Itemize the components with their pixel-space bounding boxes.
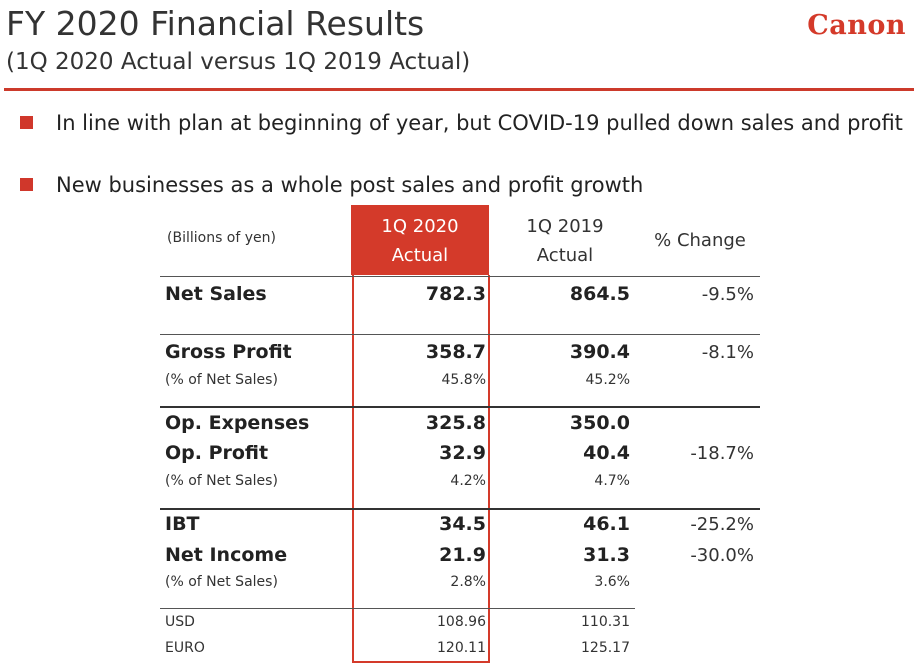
cell-euro-2020: 120.11 [437, 640, 486, 656]
column-header-1q2020: 1Q 2020 Actual [351, 212, 489, 270]
cell-gross-profit-2019: 390.4 [569, 341, 630, 363]
cell-op-expenses-2019: 350.0 [569, 412, 630, 434]
cell-euro-2019: 125.17 [581, 640, 630, 656]
table-divider [160, 508, 760, 510]
cell-net-income-change: -30.0% [690, 545, 754, 566]
row-label-net-sales: Net Sales [165, 283, 267, 305]
column-header-change: % Change [654, 230, 746, 251]
row-label-net-income: Net Income [165, 544, 288, 566]
row-label-gp-pct: (% of Net Sales) [165, 372, 278, 388]
row-label-op-expenses: Op. Expenses [165, 412, 310, 434]
bullet-square-icon [20, 116, 33, 129]
canon-logo: Canon [807, 10, 906, 41]
cell-net-income-2019: 31.3 [583, 544, 630, 566]
bullet-text: New businesses as a whole post sales and… [56, 173, 644, 197]
row-label-op-pct: (% of Net Sales) [165, 473, 278, 489]
cell-net-sales-2019: 864.5 [569, 283, 630, 305]
cell-op-profit-2020: 32.9 [439, 442, 486, 464]
column-header-line: 1Q 2020 [381, 216, 459, 237]
cell-ni-pct-2019: 3.6% [594, 574, 630, 590]
bullet-text: In line with plan at beginning of year, … [56, 111, 903, 135]
cell-ibt-2019: 46.1 [583, 513, 630, 535]
column-header-line: Actual [536, 245, 594, 266]
cell-net-sales-change: -9.5% [701, 284, 754, 305]
cell-gp-pct-2020: 45.8% [441, 372, 486, 388]
units-label: (Billions of yen) [167, 230, 276, 246]
highlight-column-header [351, 205, 489, 275]
cell-usd-2020: 108.96 [437, 614, 486, 630]
cell-op-profit-2019: 40.4 [583, 442, 630, 464]
cell-gross-profit-2020: 358.7 [425, 341, 486, 363]
table-divider [160, 608, 635, 609]
cell-net-income-2020: 21.9 [439, 544, 486, 566]
column-header-line: Actual [391, 245, 449, 266]
cell-op-expenses-2020: 325.8 [425, 412, 486, 434]
table-divider [160, 406, 760, 408]
row-label-euro: EURO [165, 640, 205, 656]
cell-op-pct-2020: 4.2% [450, 473, 486, 489]
row-label-ibt: IBT [165, 513, 200, 535]
table-divider [160, 276, 760, 277]
cell-net-sales-2020: 782.3 [425, 283, 486, 305]
cell-gp-pct-2019: 45.2% [585, 372, 630, 388]
page-subtitle: (1Q 2020 Actual versus 1Q 2019 Actual) [6, 49, 471, 75]
title-divider [4, 88, 914, 91]
column-header-1q2019: 1Q 2019 Actual [500, 212, 630, 270]
cell-op-pct-2019: 4.7% [594, 473, 630, 489]
row-label-usd: USD [165, 614, 195, 630]
cell-ni-pct-2020: 2.8% [450, 574, 486, 590]
cell-ibt-2020: 34.5 [439, 513, 486, 535]
cell-op-profit-change: -18.7% [690, 443, 754, 464]
table-divider [160, 334, 760, 335]
row-label-op-profit: Op. Profit [165, 442, 269, 464]
cell-ibt-change: -25.2% [690, 514, 754, 535]
highlight-column-frame [352, 275, 490, 663]
row-label-gross-profit: Gross Profit [165, 341, 292, 363]
row-label-ni-pct: (% of Net Sales) [165, 574, 278, 590]
column-header-line: 1Q 2019 [526, 216, 604, 237]
cell-usd-2019: 110.31 [581, 614, 630, 630]
page-title: FY 2020 Financial Results [6, 4, 425, 43]
cell-gross-profit-change: -8.1% [701, 342, 754, 363]
bullet-square-icon [20, 178, 33, 191]
